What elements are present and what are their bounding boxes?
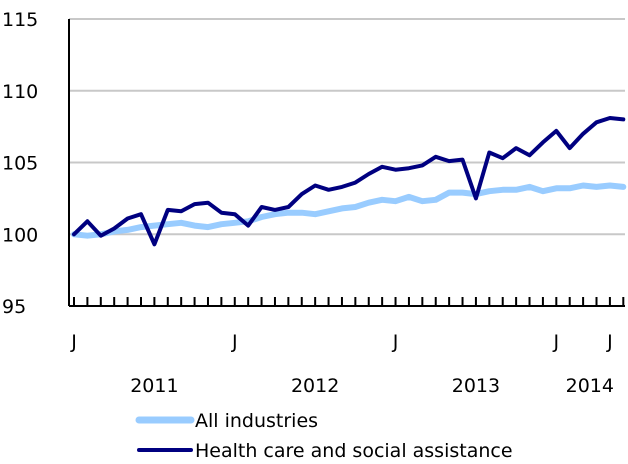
x-year-label-2011: 2011 — [130, 375, 178, 397]
y-tick-label-100: 100 — [2, 224, 38, 246]
y-tick-label-95: 95 — [2, 296, 26, 318]
y-tick-label-110: 110 — [2, 81, 38, 103]
x-month-label-4: J — [606, 331, 613, 353]
x-month-label-1: J — [231, 331, 238, 353]
x-year-label-2014: 2014 — [566, 375, 614, 397]
series-lines — [71, 116, 627, 247]
x-month-label-0: J — [70, 331, 77, 353]
series-line-all-industries — [71, 182, 627, 239]
x-month-label-2: J — [392, 331, 399, 353]
legend-label-1: Health care and social assistance — [195, 440, 513, 462]
legend: All industries Health care and social ass… — [135, 410, 513, 462]
y-tick-label-105: 105 — [2, 153, 38, 175]
y-tick-label-115: 115 — [2, 9, 38, 31]
series-line-health-care — [72, 116, 626, 247]
legend-label-0: All industries — [195, 410, 318, 432]
x-year-label-2013: 2013 — [452, 375, 500, 397]
x-year-label-2012: 2012 — [291, 375, 339, 397]
gridlines — [69, 18, 625, 236]
axes — [68, 19, 625, 307]
axis-labels: 95 100 105 110 115 J J J J J 2011 2012 2013 2014 — [2, 9, 614, 397]
x-month-label-3: J — [553, 331, 560, 353]
